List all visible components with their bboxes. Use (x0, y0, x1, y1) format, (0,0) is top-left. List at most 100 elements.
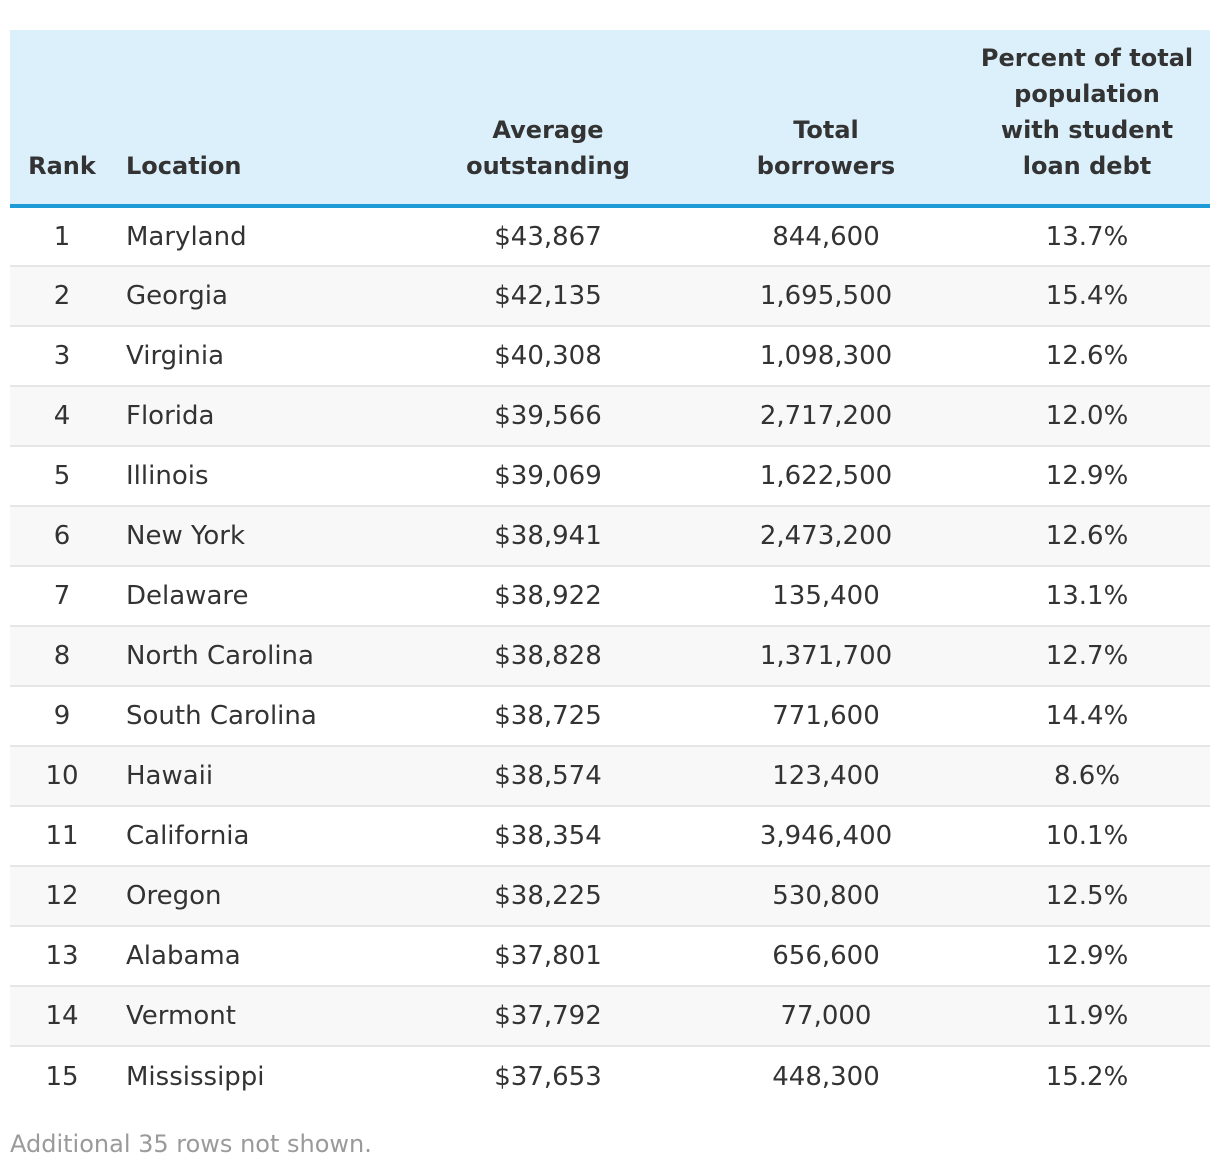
total-borrowers-cell: 844,600 (688, 206, 964, 267)
table-row: 5 Illinois $39,069 1,622,500 12.9% (10, 446, 1210, 507)
location-cell: Vermont (114, 986, 408, 1047)
total-borrowers-cell: 1,371,700 (688, 626, 964, 687)
percent-population-cell: 13.7% (964, 206, 1210, 267)
total-borrowers-cell: 1,622,500 (688, 446, 964, 507)
total-borrowers-cell: 77,000 (688, 986, 964, 1047)
percent-population-cell: 12.5% (964, 866, 1210, 927)
table-row: 3 Virginia $40,308 1,098,300 12.6% (10, 326, 1210, 387)
location-cell: Mississippi (126, 1061, 265, 1092)
rank-cell: 15 (45, 1061, 79, 1092)
location-cell: Virginia (114, 326, 408, 387)
total-borrowers-cell: 530,800 (688, 866, 964, 927)
rank-cell: 5 (10, 446, 114, 507)
table-row: 12 Oregon $38,225 530,800 12.5% (10, 866, 1210, 927)
percent-population-cell: 14.4% (964, 686, 1210, 747)
percent-population-cell: 10.1% (964, 806, 1210, 867)
table-body: 1 Maryland $43,867 844,600 13.7% 2 Georgia $42,… (10, 206, 1210, 1106)
rank-cell: 9 (10, 686, 114, 747)
location-cell: New York (114, 506, 408, 567)
table-row: 6 New York $38,941 2,473,200 12.6% (10, 506, 1210, 567)
average-outstanding-cell: $38,725 (408, 686, 688, 747)
rank-cell: 13 (10, 926, 114, 987)
location-cell: Georgia (114, 266, 408, 327)
total-borrowers-cell: 1,695,500 (688, 266, 964, 327)
total-borrowers-cell: 656,600 (688, 926, 964, 987)
percent-population-cell: 15.4% (964, 266, 1210, 327)
rank-cell: 7 (10, 566, 114, 627)
location-cell: Florida (114, 386, 408, 447)
total-borrowers-cell: 771,600 (688, 686, 964, 747)
header-rank[interactable]: Rank (10, 30, 114, 208)
rank-cell: 4 (10, 386, 114, 447)
total-borrowers-cell: 135,400 (688, 566, 964, 627)
rank-cell: 1 (10, 206, 114, 267)
percent-population-cell: 12.6% (964, 326, 1210, 387)
percent-population-cell: 13.1% (964, 566, 1210, 627)
average-outstanding-cell: $38,225 (408, 866, 688, 927)
table-row: 7 Delaware $38,922 135,400 13.1% (10, 566, 1210, 627)
average-outstanding-cell: $39,069 (408, 446, 688, 507)
header-total-line: Total (793, 116, 859, 144)
table-row: 10 Hawaii $38,574 123,400 8.6% (10, 746, 1210, 807)
percent-population-cell: 12.9% (964, 926, 1210, 987)
table-row: 13 Alabama $37,801 656,600 12.9% (10, 926, 1210, 987)
rank-cell: 10 (10, 746, 114, 807)
average-outstanding-cell: $38,354 (408, 806, 688, 867)
location-cell: Hawaii (114, 746, 408, 807)
rank-cell: 12 (10, 866, 114, 927)
location-cell: Alabama (114, 926, 408, 987)
average-outstanding-cell: $39,566 (408, 386, 688, 447)
rank-cell: 11 (10, 806, 114, 867)
rank-cell: 6 (10, 506, 114, 567)
header-percent-population[interactable]: Percent of total population with student… (964, 30, 1210, 208)
rank-cell: 14 (10, 986, 114, 1047)
total-borrowers-cell: 123,400 (688, 746, 964, 807)
header-row: Rank Location Average outstanding Total … (10, 30, 1210, 208)
header-percent-line: population (1014, 80, 1160, 108)
average-outstanding-cell: $38,941 (408, 506, 688, 567)
location-cell: Delaware (114, 566, 408, 627)
location-cell: California (114, 806, 408, 867)
percent-population-cell: 11.9% (964, 986, 1210, 1047)
location-cell: Illinois (114, 446, 408, 507)
table-row: 1 Maryland $43,867 844,600 13.7% (10, 206, 1210, 267)
average-outstanding-cell: $38,922 (408, 566, 688, 627)
rank-cell: 8 (10, 626, 114, 687)
average-outstanding-cell: $40,308 (408, 326, 688, 387)
table-row: 9 South Carolina $38,725 771,600 14.4% (10, 686, 1210, 747)
average-outstanding-cell: $37,792 (408, 986, 688, 1047)
header-total-line: borrowers (756, 152, 896, 180)
rank-cell: 2 (10, 266, 114, 327)
header-average-line: outstanding (466, 152, 630, 180)
location-cell: South Carolina (114, 686, 408, 747)
percent-population-cell: 15.2% (1045, 1061, 1129, 1092)
average-outstanding-cell: $37,801 (408, 926, 688, 987)
location-cell: North Carolina (114, 626, 408, 687)
header-total-borrowers[interactable]: Total borrowers (688, 30, 964, 208)
table-row: 14 Vermont $37,792 77,000 11.9% (10, 986, 1210, 1047)
rows-not-shown-note: Additional 35 rows not shown. (10, 1130, 372, 1158)
percent-population-cell: 12.6% (964, 506, 1210, 567)
header-percent-line: with student (1000, 116, 1174, 144)
average-outstanding-cell: $42,135 (408, 266, 688, 327)
percent-population-cell: 12.0% (964, 386, 1210, 447)
table-container: Rank Location Average outstanding Total … (10, 30, 1210, 1106)
total-borrowers-cell: 2,473,200 (688, 506, 964, 567)
header-average-outstanding[interactable]: Average outstanding (408, 30, 688, 208)
average-outstanding-cell: $38,574 (408, 746, 688, 807)
table-row: 8 North Carolina $38,828 1,371,700 12.7% (10, 626, 1210, 687)
table-header: Rank Location Average outstanding Total … (10, 30, 1210, 208)
location-cell: Oregon (114, 866, 408, 927)
table-row: 15 Mississippi $37,653 448,300 15.2% (10, 1046, 1210, 1106)
student-debt-table: Rank Location Average outstanding Total … (10, 30, 1210, 1106)
total-borrowers-cell: 448,300 (772, 1061, 880, 1092)
table-row: 4 Florida $39,566 2,717,200 12.0% (10, 386, 1210, 447)
percent-population-cell: 8.6% (964, 746, 1210, 807)
average-outstanding-cell: $37,653 (494, 1061, 602, 1092)
header-location[interactable]: Location (114, 30, 408, 208)
average-outstanding-cell: $43,867 (408, 206, 688, 267)
rank-cell: 3 (10, 326, 114, 387)
table-row: 2 Georgia $42,135 1,695,500 15.4% (10, 266, 1210, 327)
average-outstanding-cell: $38,828 (408, 626, 688, 687)
total-borrowers-cell: 1,098,300 (688, 326, 964, 387)
